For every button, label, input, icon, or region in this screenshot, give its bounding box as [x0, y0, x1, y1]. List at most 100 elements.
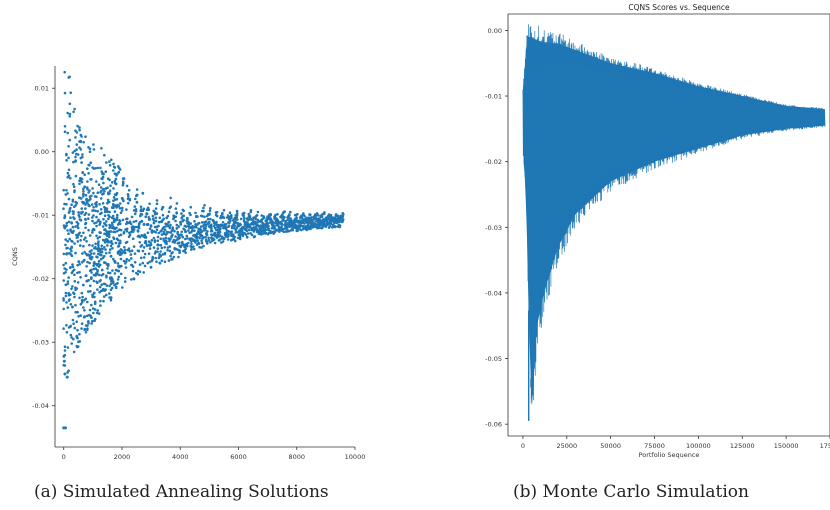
chart-a-point: [69, 216, 72, 219]
chart-a-point: [284, 219, 288, 223]
caption-a: (a) Simulated Annealing Solutions: [34, 482, 329, 502]
chart-a-point: [64, 243, 67, 247]
chart-a-point: [110, 216, 114, 219]
chart-a-point: [79, 244, 82, 247]
chart-a-point: [162, 217, 165, 221]
chart-a-point: [225, 235, 228, 238]
chart-a-point: [236, 236, 240, 240]
chart-a-point: [76, 264, 79, 267]
chart-a-point: [159, 254, 163, 258]
chart-a-point: [286, 228, 289, 231]
chart-a-point: [189, 213, 192, 217]
chart-a-point: [102, 181, 105, 185]
chart-a-point: [75, 287, 79, 290]
chart-a-point: [80, 234, 83, 238]
chart-a-point: [143, 264, 147, 268]
chart-a-point: [217, 223, 221, 227]
chart-a-point: [118, 219, 122, 223]
chart-a-point: [80, 161, 83, 164]
chart-a-point: [80, 291, 84, 295]
chart-a-point: [74, 159, 77, 162]
chart-a-point: [145, 212, 148, 215]
chart-a-point: [164, 225, 167, 228]
chart-a-point: [111, 242, 114, 245]
chart-a-point: [103, 246, 106, 249]
chart-a-point: [251, 218, 254, 222]
chart-a-point: [96, 281, 99, 284]
chart-a-point: [121, 206, 124, 210]
chart-a-point: [200, 241, 204, 245]
chart-a-point: [138, 235, 142, 239]
chart-a-point: [89, 254, 92, 257]
chart-a-point: [212, 224, 216, 228]
chart-a-point: [193, 229, 196, 232]
chart-a-point: [196, 215, 199, 218]
chart-a-point: [78, 340, 82, 343]
chart-a-point: [83, 173, 86, 176]
chart-a-point: [208, 212, 211, 215]
chart-a-point: [88, 234, 92, 237]
chart-a-point: [103, 241, 107, 244]
chart-a-point: [92, 148, 96, 151]
chart-a-point: [158, 261, 161, 265]
chart-a-point: [86, 328, 89, 332]
chart-a-point: [146, 261, 150, 265]
chart-a-point: [73, 273, 76, 277]
chart-a-point: [178, 236, 181, 239]
chart-a-point: [245, 236, 249, 239]
chart-a-point: [180, 230, 183, 234]
chart-a-point: [204, 224, 208, 227]
chart-a-point: [82, 187, 85, 191]
chart-a-point: [273, 230, 277, 234]
chart-a-point: [91, 295, 94, 299]
chart-a-outlier-point: [63, 372, 67, 376]
chart-a-point: [239, 217, 243, 221]
chart-a-point: [244, 233, 248, 236]
chart-a-point: [124, 251, 127, 255]
chart-a-point: [226, 235, 230, 238]
chart-a-point: [103, 282, 107, 286]
chart-a-point: [113, 166, 117, 169]
chart-a-point: [98, 285, 102, 289]
chart-a-point: [128, 197, 132, 201]
chart-a-point: [167, 220, 170, 224]
chart-a-point: [63, 353, 67, 357]
chart-a-point: [329, 213, 333, 217]
chart-a-point: [193, 233, 196, 237]
chart-a-point: [82, 306, 85, 309]
chart-a-point: [103, 214, 107, 217]
chart-a-point: [77, 260, 80, 263]
chart-a-point: [147, 216, 150, 219]
chart-a-point: [163, 251, 167, 255]
chart-a-point: [100, 189, 103, 193]
chart-a-point: [314, 223, 318, 226]
chart-a-point: [78, 126, 81, 129]
chart-a-point: [99, 186, 103, 189]
chart-a-point: [123, 280, 127, 283]
chart-a-point: [79, 133, 83, 137]
chart-a-point: [138, 241, 142, 244]
chart-a-point: [147, 252, 151, 255]
chart-a-point: [80, 261, 84, 264]
chart-a-point: [112, 203, 115, 207]
chart-a-point: [174, 219, 177, 223]
chart-a-point: [159, 250, 162, 253]
monte-carlo-line-chart: CQNS Scores vs. Sequence 0 25000 50000 75000…: [485, 3, 830, 459]
chart-a-point: [80, 180, 84, 184]
chart-a-point: [95, 203, 98, 206]
chart-a-point: [80, 298, 84, 302]
chart-a-point: [97, 218, 100, 222]
chart-a-point: [68, 115, 71, 118]
chart-a-point: [289, 210, 292, 214]
chart-a-point: [74, 303, 77, 307]
chart-a-point: [153, 240, 157, 244]
chart-a-point: [76, 226, 80, 230]
chart-a-point: [71, 240, 74, 243]
chart-a-point: [274, 213, 277, 217]
chart-a-point: [97, 183, 101, 186]
chart-a-point: [99, 299, 102, 303]
chart-a-point: [234, 239, 237, 243]
chart-a-point: [139, 256, 143, 260]
chart-a-point: [76, 281, 80, 284]
chart-a-point: [150, 238, 154, 242]
